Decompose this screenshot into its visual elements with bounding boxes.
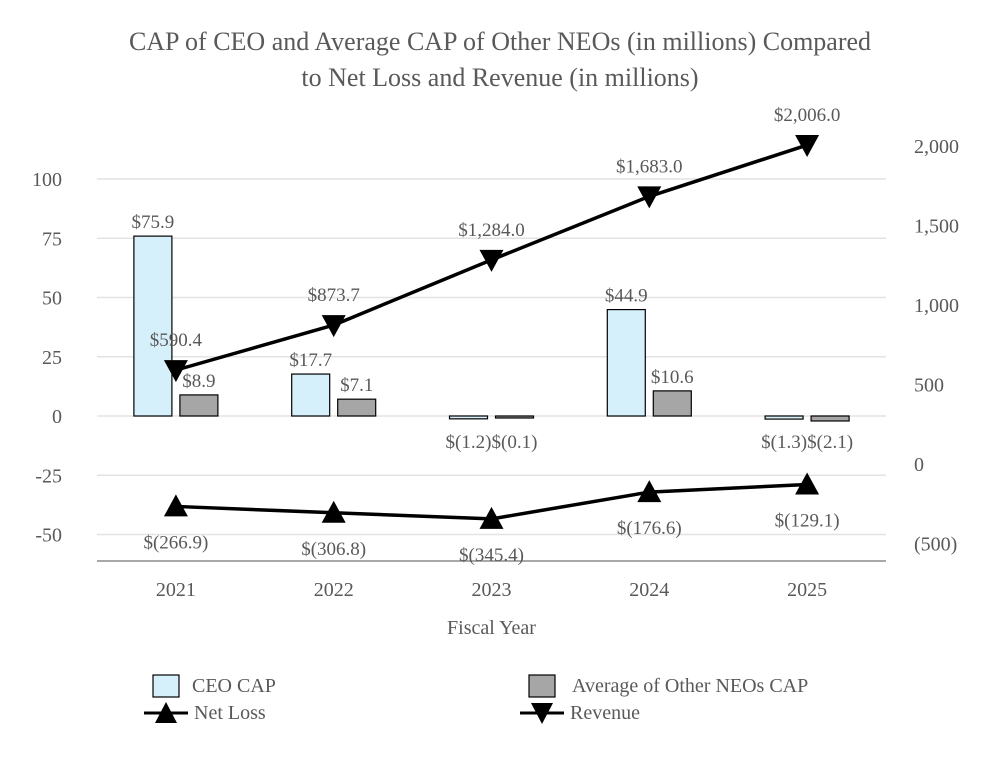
bar-ceo-cap: [133, 235, 173, 417]
left-axis-tick-label: -25: [35, 465, 62, 487]
data-label-other-neos-cap: $8.9: [182, 371, 215, 392]
data-label-revenue: $2,006.0: [774, 105, 841, 126]
legend-swatch-net-loss: [144, 702, 188, 723]
marker-net-loss: [795, 472, 820, 495]
bar-other-neos-cap: [494, 415, 535, 419]
legend-swatch-other-neos-cap: [528, 674, 556, 698]
data-label-revenue: $1,683.0: [616, 156, 683, 177]
legend-label-net-loss: Net Loss: [194, 702, 266, 724]
x-axis-tick-label: 2023: [472, 579, 512, 601]
x-axis-tick-label: 2021: [156, 579, 196, 601]
left-axis-tick-label: 0: [52, 406, 62, 428]
x-axis-title: Fiscal Year: [447, 617, 536, 639]
bar-ceo-cap: [448, 415, 489, 420]
right-axis-tick-label: 2,000: [914, 136, 959, 158]
bar-other-neos-cap: [337, 398, 377, 417]
marker-revenue: [479, 249, 504, 272]
right-axis-tick-label: 500: [914, 375, 944, 397]
chart-title-line-1: CAP of CEO and Average CAP of Other NEOs…: [128, 27, 872, 56]
chart-title-line-2: to Net Loss and Revenue (in millions): [301, 63, 699, 92]
bar-other-neos-cap: [810, 415, 850, 422]
bar-other-neos-cap: [179, 394, 219, 417]
bar-other-neos-cap: [652, 390, 692, 417]
marker-net-loss: [163, 494, 188, 517]
data-label-other-neos-cap: $(0.1): [492, 432, 538, 453]
right-axis-tick-label: (500): [914, 534, 957, 556]
x-axis-tick-label: 2022: [314, 579, 354, 601]
data-label-revenue: $873.7: [308, 285, 360, 306]
legend-label-other-neos-cap: Average of Other NEOs CAP: [572, 675, 809, 697]
data-label-ceo-cap: $(1.3): [761, 432, 807, 453]
data-label-ceo-cap: $75.9: [132, 212, 175, 233]
legend-label-revenue: Revenue: [570, 702, 640, 724]
data-label-ceo-cap: $17.7: [289, 350, 332, 371]
marker-net-loss: [479, 506, 504, 529]
data-label-revenue: $1,284.0: [458, 220, 525, 241]
data-label-other-neos-cap: $10.6: [651, 367, 694, 388]
marker-net-loss: [637, 480, 662, 503]
right-axis-tick-label: 1,500: [914, 216, 959, 238]
data-label-net-loss: $(306.8): [301, 539, 366, 560]
left-axis-tick-label: 25: [42, 347, 62, 369]
data-label-ceo-cap: $(1.2): [446, 432, 492, 453]
left-axis-tick-label: 75: [42, 228, 62, 250]
marker-revenue: [163, 360, 188, 383]
right-axis-tick-label: 1,000: [914, 295, 959, 317]
x-axis-tick-label: 2025: [787, 579, 827, 601]
bar-ceo-cap: [764, 415, 804, 420]
left-axis-tick-label: 100: [32, 169, 62, 191]
data-label-net-loss: $(176.6): [617, 518, 682, 539]
data-label-ceo-cap: $44.9: [605, 286, 648, 307]
marker-revenue: [321, 315, 346, 338]
right-axis-tick-label: 0: [914, 454, 924, 476]
marker-revenue: [795, 135, 820, 158]
legend-swatch-ceo-cap: [152, 674, 180, 698]
chart-title: CAP of CEO and Average CAP of Other NEOs…: [0, 24, 1000, 96]
x-axis-tick-label: 2024: [629, 579, 669, 601]
bar-ceo-cap: [291, 373, 331, 417]
legend-label-ceo-cap: CEO CAP: [192, 675, 276, 697]
left-axis-tick-label: -50: [35, 525, 62, 547]
data-label-revenue: $590.4: [150, 330, 203, 351]
data-label-net-loss: $(345.4): [459, 545, 524, 566]
data-label-other-neos-cap: $7.1: [340, 375, 373, 396]
legend-swatch-revenue: [520, 703, 564, 724]
data-label-net-loss: $(266.9): [143, 532, 208, 553]
marker-net-loss: [321, 500, 346, 523]
bar-ceo-cap: [606, 308, 646, 417]
data-label-net-loss: $(129.1): [775, 511, 840, 532]
data-label-other-neos-cap: $(2.1): [807, 432, 853, 453]
left-axis-tick-label: 50: [42, 288, 62, 310]
marker-revenue: [637, 186, 662, 209]
